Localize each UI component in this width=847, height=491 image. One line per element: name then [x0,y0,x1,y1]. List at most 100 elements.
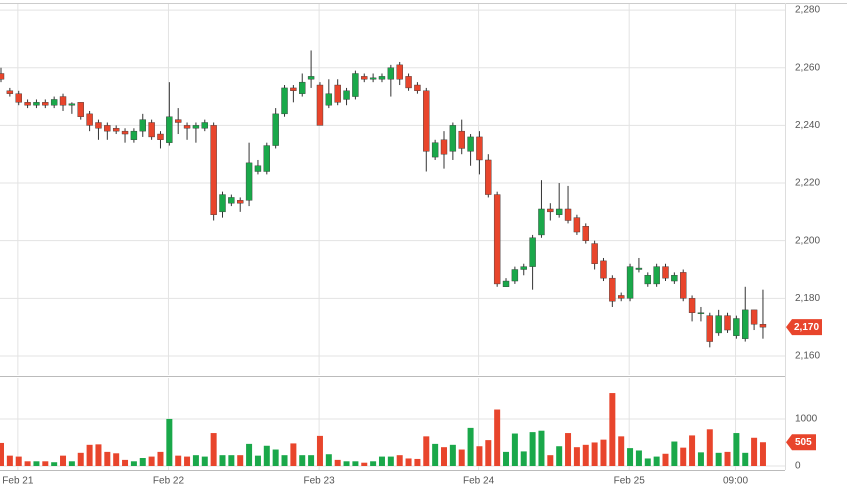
volume-bar [33,461,40,466]
candle-body [609,277,616,302]
candle-body [750,309,758,325]
candle-body [724,315,731,331]
volume-bar [618,436,625,466]
volume-bar [210,433,217,466]
candle-body [15,93,22,103]
candle-body [316,84,324,126]
candle-body [715,315,722,334]
candle-body [697,312,705,314]
volume-bar [281,455,288,466]
volume-bar [272,449,279,466]
volume-bar [547,455,554,466]
candle-body [440,139,448,155]
volume-bar [130,461,137,466]
last-price-label: 2,170 [794,322,819,333]
candle-body [272,113,279,146]
candle-body [112,128,120,132]
candle-body [210,125,217,215]
candle-body [547,208,554,213]
volume-bar [201,456,208,466]
candle-body [104,125,111,132]
volume-bar [254,455,261,466]
y-tick-label: 2,180 [795,293,820,304]
x-tick-label: Feb 25 [614,476,646,487]
volume-bar [316,435,323,466]
candle-body [405,76,412,89]
candle-body [600,260,607,279]
candle-body [121,130,129,135]
candle-body [201,122,208,129]
candle-body [369,77,377,80]
candle-body [325,93,333,106]
volume-bar [680,447,687,466]
candle-body [343,90,350,100]
volume-bar [299,455,306,466]
last-price-tag [786,319,822,336]
candle-body [449,125,457,152]
volume-bar [237,455,244,466]
volume-bar [485,440,492,466]
volume-bar [573,447,580,466]
candle-body [662,266,669,279]
volume-bar [467,427,474,466]
volume-bar [95,444,102,466]
candle-body [493,194,501,285]
candle-body [86,113,93,126]
volume-bar [529,432,536,466]
candle-body [361,76,368,80]
volume-bar [60,455,67,466]
candle-body [431,142,439,158]
volume-bar [565,433,572,466]
candle-body [485,159,492,195]
candle-body [157,133,164,140]
candle-body [245,162,253,201]
candle-body [759,324,767,328]
volume-bar [343,461,350,466]
candle-body [0,73,5,80]
volume-bar [538,430,545,466]
candle-body [555,208,563,215]
candle-body [24,102,31,106]
volume-bar [6,455,13,466]
candle-body [582,226,589,241]
volume-bar [689,435,696,466]
x-tick-label: Feb 21 [2,476,34,487]
volume-bar [600,439,607,466]
volume-bar [113,453,120,466]
volume-bar [175,455,182,466]
candle-body [733,318,740,336]
candle-body [59,96,67,106]
candle-body [42,102,49,106]
volume-bar [494,409,501,466]
volume-bar [0,442,4,466]
candle-body [706,315,713,342]
volume-bar [387,456,394,466]
volume-bar [414,458,421,466]
candle-body [564,208,572,221]
candle-body [228,197,235,204]
candle-body [192,125,200,129]
volume-bar [423,436,430,466]
volume-bar [219,455,226,466]
volume-bar [706,429,713,466]
volume-bar [246,443,253,466]
volume-bar [609,393,616,466]
candle-body [688,298,696,313]
volume-tick-label: 0 [795,461,801,472]
volume-bar [627,448,634,466]
candle-body [334,84,341,103]
volume-bar [290,443,297,466]
candle-body [635,267,643,270]
last-volume-label: 505 [795,437,812,448]
volume-bar [68,461,75,466]
candle-body [502,280,510,287]
volume-bar [51,462,58,466]
volume-bar [697,452,704,466]
volume-bar [334,459,341,466]
candle-body [476,136,483,161]
volume-bar [352,461,359,466]
y-tick-label: 2,220 [795,178,820,189]
candle-body [68,103,76,106]
volume-bar [77,452,84,466]
x-tick-label: Feb 23 [304,476,336,487]
